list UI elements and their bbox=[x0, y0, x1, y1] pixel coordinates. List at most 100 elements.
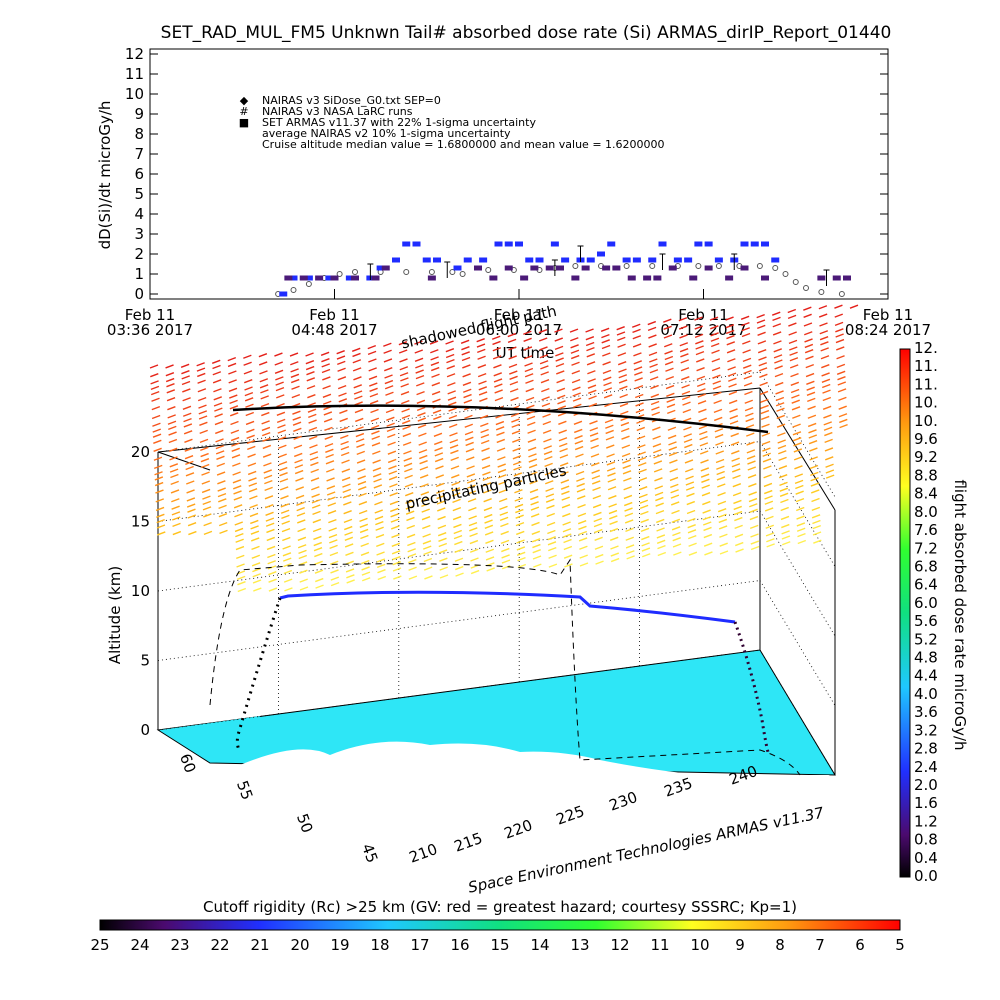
particle-dash bbox=[404, 474, 413, 480]
particle-dash bbox=[388, 465, 397, 470]
particle-dash bbox=[809, 447, 818, 452]
particle-dash bbox=[244, 391, 254, 397]
dose-colorbar-tick-label: 5.6 bbox=[914, 612, 938, 630]
particle-dash bbox=[374, 501, 383, 506]
particle-dash bbox=[809, 456, 818, 461]
particle-dash bbox=[633, 352, 642, 357]
path-point bbox=[474, 265, 482, 271]
particle-dash bbox=[368, 367, 377, 372]
particle-dash bbox=[514, 503, 524, 509]
particle-dash bbox=[248, 477, 257, 482]
particle-dash bbox=[819, 322, 828, 327]
armas-point bbox=[325, 275, 334, 281]
particle-dash bbox=[714, 428, 724, 433]
particle-dash bbox=[420, 483, 429, 488]
particle-dash bbox=[476, 343, 486, 348]
particle-dash bbox=[620, 427, 630, 433]
particle-dash bbox=[276, 418, 286, 424]
particle-dash bbox=[807, 422, 817, 428]
particle-dash bbox=[744, 406, 754, 412]
particle-dash bbox=[837, 376, 846, 381]
particle-dash bbox=[449, 444, 459, 449]
particle-dash bbox=[451, 481, 460, 486]
particle-dash bbox=[744, 390, 753, 396]
nairas-point bbox=[485, 267, 492, 273]
particle-dash bbox=[776, 423, 786, 428]
particle-dash bbox=[716, 465, 725, 470]
particle-dash bbox=[740, 315, 750, 320]
top-legend: ◆ NAIRAS v3 SiDose_G0.txt SEP=0# NAIRAS v3… bbox=[239, 94, 665, 151]
particle-dash bbox=[359, 523, 369, 528]
particle-dash bbox=[625, 527, 634, 533]
particle-dash bbox=[356, 443, 365, 448]
particle-dash bbox=[713, 391, 722, 396]
particle-dash bbox=[485, 539, 494, 544]
particle-dash bbox=[577, 520, 587, 525]
particle-dash bbox=[542, 429, 552, 434]
particle-dash bbox=[305, 365, 315, 371]
particle-dash bbox=[184, 447, 193, 452]
particle-dash bbox=[274, 369, 284, 374]
particle-dash bbox=[283, 578, 293, 583]
particle-dash bbox=[821, 364, 830, 369]
particle-dash bbox=[633, 360, 642, 365]
particle-dash bbox=[650, 400, 660, 406]
particle-dash bbox=[701, 478, 710, 483]
particle-dash bbox=[152, 428, 161, 433]
particle-dash bbox=[329, 539, 338, 544]
particle-dash bbox=[589, 432, 599, 437]
particle-dash bbox=[436, 489, 445, 494]
particle-dash bbox=[480, 428, 489, 434]
particle-dash bbox=[244, 397, 254, 402]
armas-point bbox=[304, 275, 313, 281]
particle-dash bbox=[602, 352, 611, 357]
z-tick-label: 10 bbox=[131, 582, 150, 600]
rigidity-colorbar-tick-label: 5 bbox=[895, 936, 905, 954]
particle-dash bbox=[311, 486, 320, 491]
particle-dash bbox=[495, 414, 504, 419]
particle-dash bbox=[342, 483, 351, 488]
particle-dash bbox=[591, 475, 601, 480]
particle-dash bbox=[281, 520, 290, 525]
particle-dash bbox=[849, 304, 859, 309]
rigidity-colorbar-tick-label: 6 bbox=[855, 936, 865, 954]
particle-dash bbox=[353, 390, 363, 395]
particle-dash bbox=[422, 524, 431, 530]
particle-dash bbox=[214, 420, 224, 426]
particle-dash bbox=[432, 409, 442, 414]
particle-dash bbox=[650, 384, 659, 390]
particle-dash bbox=[154, 481, 164, 487]
particle-dash bbox=[499, 511, 509, 516]
particle-dash bbox=[697, 400, 707, 405]
particle-dash bbox=[282, 552, 292, 557]
particle-dash bbox=[373, 478, 382, 483]
particle-dash bbox=[697, 393, 707, 398]
particle-dash bbox=[243, 370, 253, 375]
particle-dash bbox=[509, 375, 518, 380]
particle-dash bbox=[792, 437, 802, 442]
particle-dash bbox=[421, 508, 430, 513]
particle-dash bbox=[245, 411, 255, 417]
particle-dash bbox=[236, 563, 245, 568]
dose-colorbar-tick-label: 5.2 bbox=[914, 630, 938, 648]
particle-dash bbox=[650, 393, 660, 398]
particle-dash bbox=[338, 392, 347, 397]
particle-dash bbox=[702, 516, 712, 521]
path-point bbox=[371, 275, 380, 281]
particle-dash bbox=[793, 442, 802, 447]
particle-dash bbox=[153, 464, 163, 470]
particle-dash bbox=[151, 405, 161, 411]
particle-dash bbox=[666, 398, 675, 403]
particle-dash bbox=[466, 479, 476, 484]
armas-point bbox=[345, 275, 354, 281]
particle-dash bbox=[156, 518, 165, 524]
particle-dash bbox=[407, 553, 417, 558]
particle-dash bbox=[635, 402, 644, 407]
particle-dash bbox=[498, 489, 508, 494]
top-x-tick-label-date: Feb 11 bbox=[309, 306, 359, 324]
particle-dash bbox=[743, 375, 753, 380]
particle-dash bbox=[665, 384, 675, 390]
particle-dash bbox=[260, 395, 269, 400]
particle-dash bbox=[797, 532, 806, 538]
particle-dash bbox=[375, 526, 384, 531]
